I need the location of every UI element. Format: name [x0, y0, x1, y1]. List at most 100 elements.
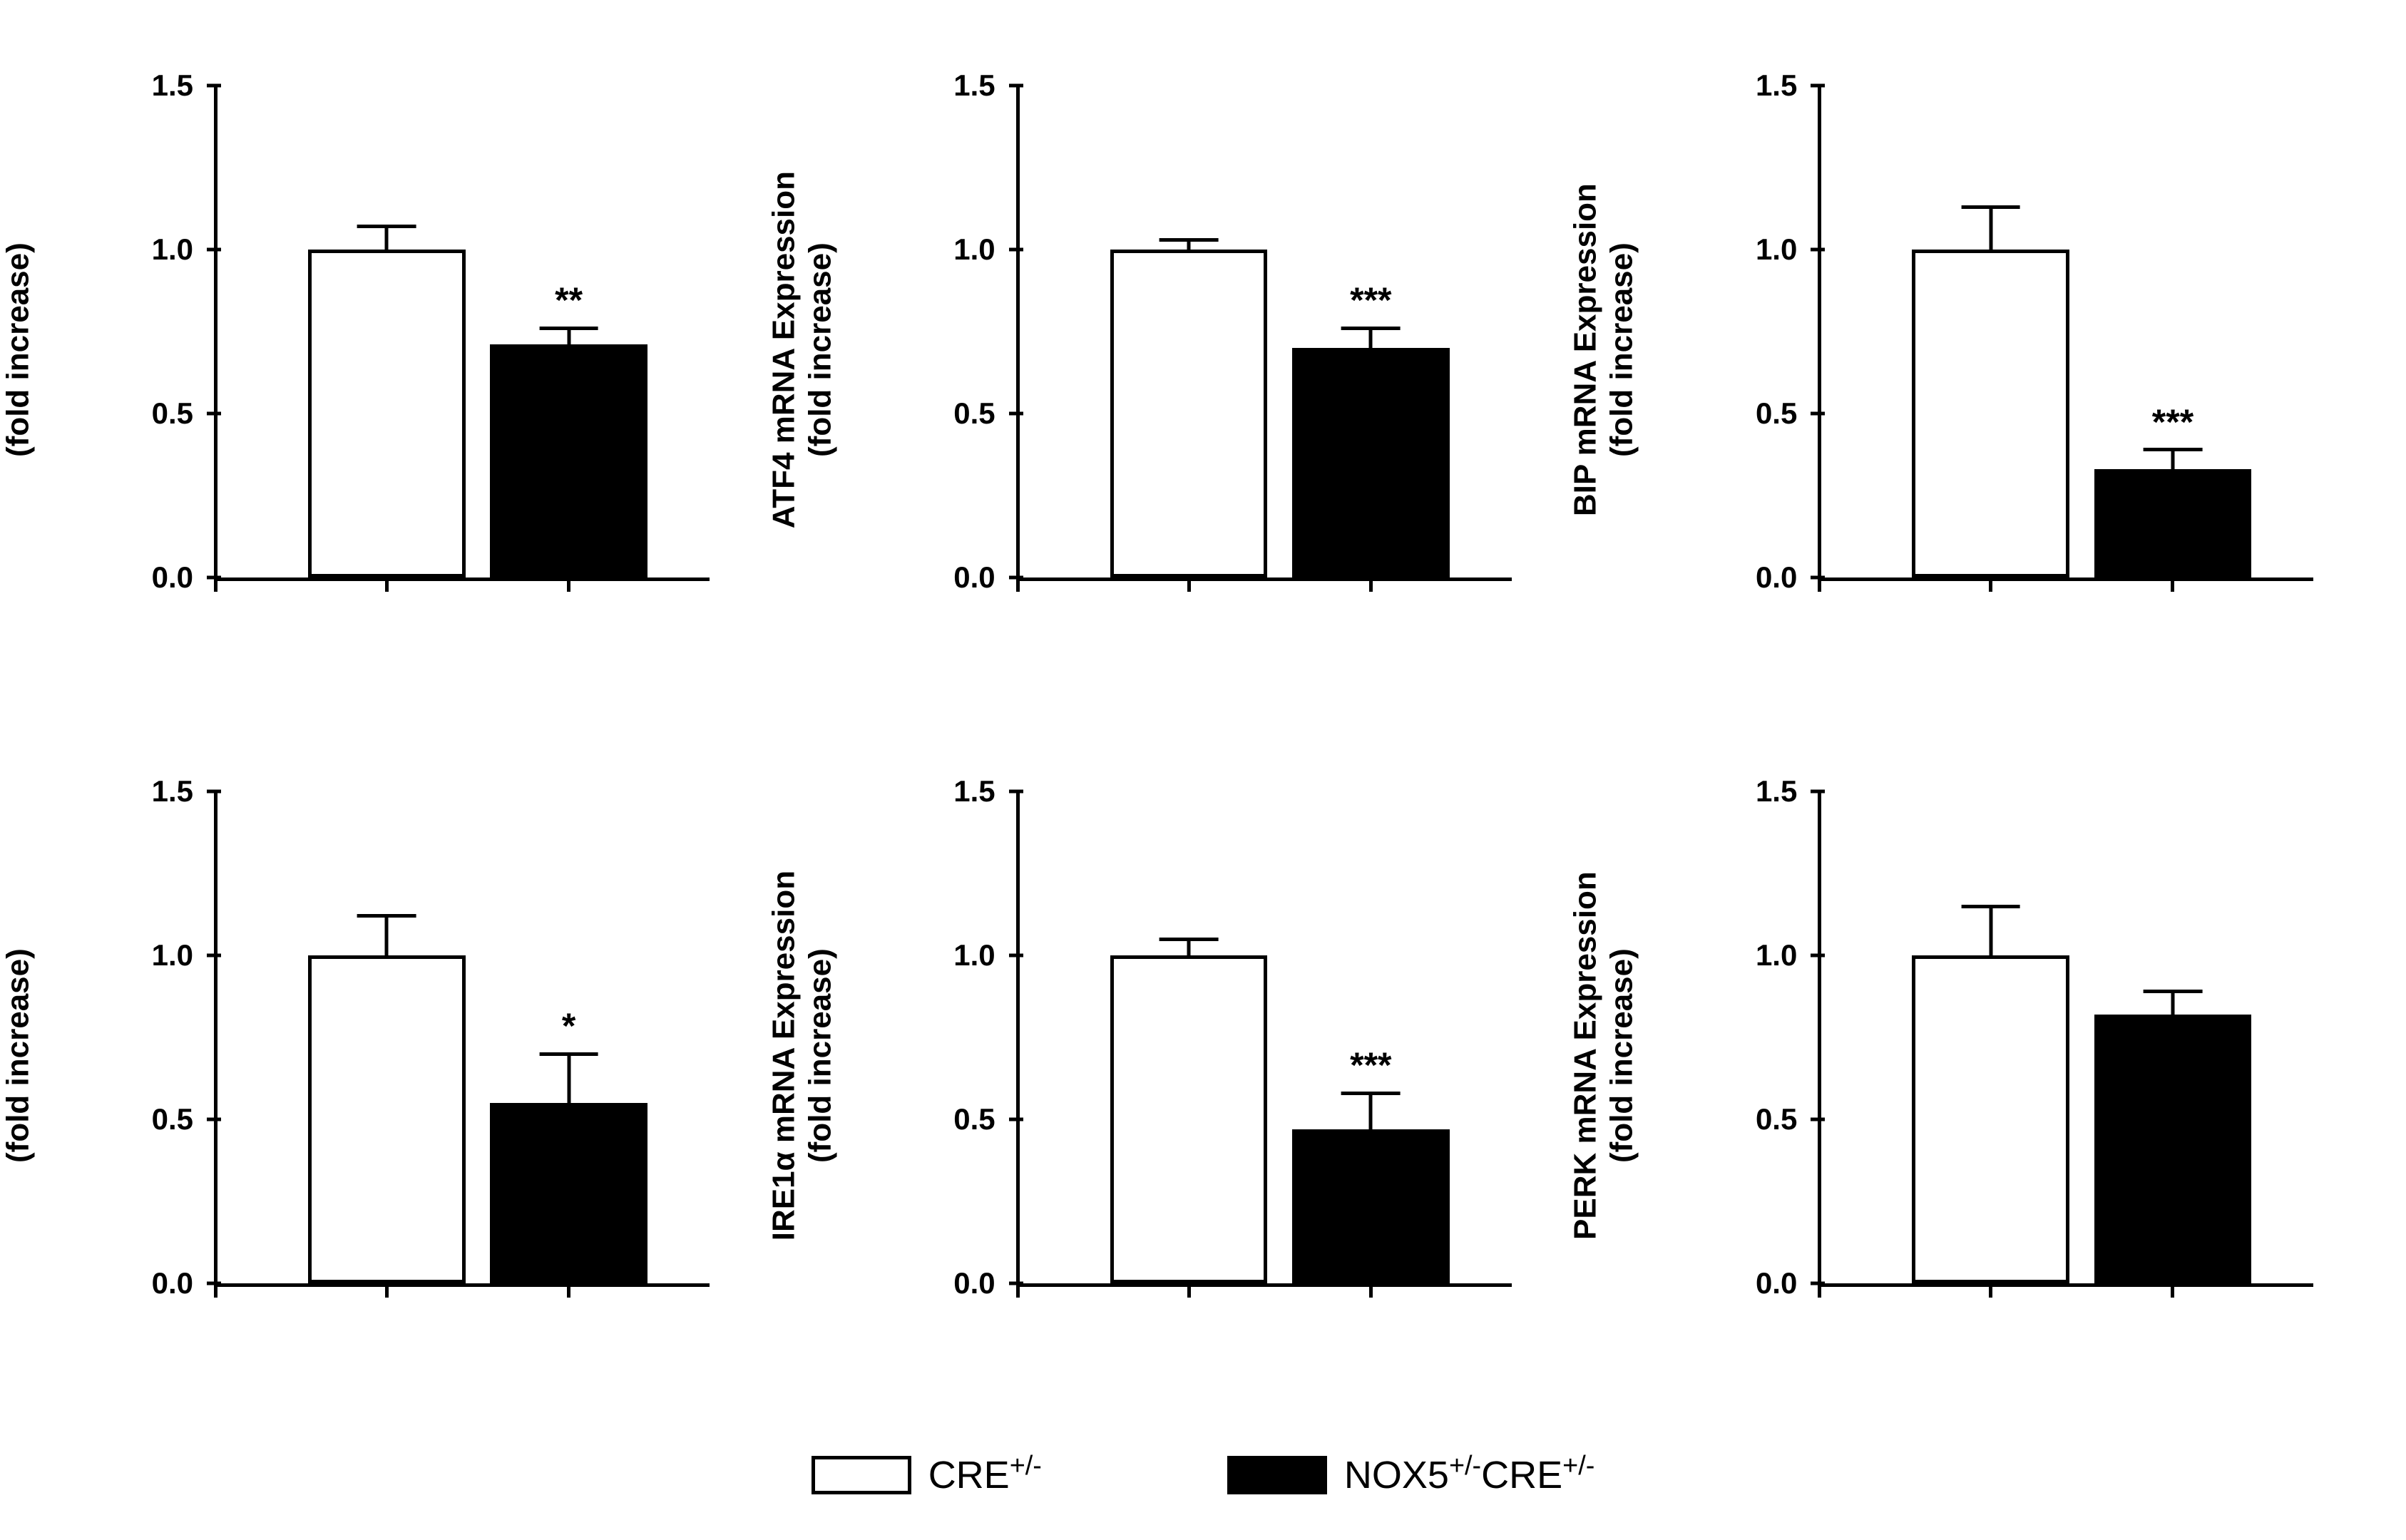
y-tick-mark [1009, 248, 1023, 252]
bar [308, 250, 466, 578]
y-tick-label: 0.5 [152, 1102, 205, 1136]
bar [2094, 469, 2252, 578]
x-tick-mark [2171, 578, 2174, 592]
y-axis-label-line2: (fold increase) [1604, 806, 1640, 1305]
error-bar-cap [539, 327, 598, 330]
y-axis-label: IRE1α mRNA Expression(fold increase) [766, 806, 838, 1305]
y-tick-label: 0.0 [1756, 560, 1808, 595]
y-tick-mark [1009, 954, 1023, 958]
y-axis-label-line2: (fold increase) [0, 806, 36, 1305]
x-tick-mark [1187, 1283, 1191, 1298]
chart-panel: 0.00.51.01.5***BIP mRNA Expression(fold … [1604, 57, 2406, 677]
y-tick-mark [1811, 1118, 1825, 1121]
y-tick-label: 0.0 [953, 560, 1006, 595]
y-tick-label: 0.5 [1756, 1102, 1808, 1136]
bar [1110, 955, 1268, 1283]
error-bar-cap [1341, 1092, 1401, 1095]
y-tick-label: 1.0 [1756, 938, 1808, 972]
bar [490, 1103, 647, 1283]
y-tick-mark [207, 1118, 221, 1121]
y-axis-label-line1: ATF4 mRNA Expression [766, 101, 802, 600]
y-tick-mark [1811, 412, 1825, 416]
y-tick-label: 0.5 [152, 396, 205, 431]
bar [490, 344, 647, 578]
legend-swatch [1227, 1456, 1327, 1494]
plot-area: 0.00.51.01.5*** [1818, 86, 2313, 581]
y-tick: 0.5 [953, 396, 1019, 431]
chart-panel: 0.00.51.01.5** ATF6 mRNA Expression(fold … [0, 57, 802, 677]
legend-item: CRE+/- [812, 1453, 1042, 1497]
y-axis-label-line1: BIP mRNA Expression [1568, 101, 1604, 600]
legend-label: CRE+/- [928, 1453, 1042, 1497]
x-tick-mark [214, 578, 217, 592]
error-bar-line [385, 227, 389, 250]
x-tick-mark [1989, 578, 1992, 592]
y-tick-mark [1811, 248, 1825, 252]
y-tick-label: 0.5 [1756, 396, 1808, 431]
significance-marker: *** [2152, 404, 2193, 440]
y-tick-label: 1.0 [152, 232, 205, 267]
x-tick-mark [214, 1283, 217, 1298]
x-tick-mark [1016, 1283, 1020, 1298]
y-tick-label: 1.5 [152, 774, 205, 808]
y-tick-label: 1.5 [953, 68, 1006, 103]
y-axis-label: ATF6 mRNA Expression(fold increase) [0, 101, 36, 600]
error-bar-cap [2144, 990, 2203, 993]
y-tick-label: 1.0 [152, 938, 205, 972]
y-tick: 0.5 [953, 1102, 1019, 1136]
plot-area: 0.00.51.01.5** [214, 86, 710, 581]
x-tick-mark [1187, 578, 1191, 592]
x-tick-mark [1818, 578, 1821, 592]
plot-area: 0.00.51.01.5*** [1016, 791, 1512, 1287]
y-tick-mark [1811, 954, 1825, 958]
y-tick-label: 1.5 [1756, 774, 1808, 808]
x-tick-mark [1818, 1283, 1821, 1298]
y-tick: 1.0 [152, 938, 217, 972]
bar [1292, 1129, 1450, 1283]
error-bar-line [385, 916, 389, 955]
bar [308, 955, 466, 1283]
y-tick-label: 1.0 [953, 232, 1006, 267]
significance-marker: *** [1350, 1047, 1391, 1083]
y-tick-label: 1.5 [152, 68, 205, 103]
bar [1292, 348, 1450, 578]
y-axis-label-line2: (fold increase) [802, 101, 839, 600]
error-bar-line [1187, 939, 1191, 955]
error-bar-line [1369, 328, 1373, 348]
y-tick-mark [207, 84, 221, 88]
y-tick-mark [1009, 412, 1023, 416]
y-axis-label-line1: IRE1α mRNA Expression [766, 806, 802, 1305]
y-tick-label: 0.0 [953, 1266, 1006, 1300]
plot-area: 0.00.51.01.5 [1818, 791, 2313, 1287]
figure-root: 0.00.51.01.5** ATF6 mRNA Expression(fold … [0, 0, 2406, 1540]
y-axis-label: CHOP mRNA Expression(fold increase) [0, 806, 36, 1305]
chart-panel: 0.00.51.01.5PERK mRNA Expression(fold in… [1604, 763, 2406, 1383]
y-tick-mark [1009, 1118, 1023, 1121]
bar [1110, 250, 1268, 578]
y-tick: 1.5 [1756, 68, 1821, 103]
y-tick: 1.5 [152, 774, 217, 808]
y-tick-label: 0.0 [152, 560, 205, 595]
y-tick: 1.5 [953, 68, 1019, 103]
y-tick: 0.5 [1756, 396, 1821, 431]
x-tick-mark [1989, 1283, 1992, 1298]
error-bar-line [567, 1054, 570, 1103]
y-tick: 0.5 [152, 1102, 217, 1136]
y-tick: 1.5 [152, 68, 217, 103]
error-bar-cap [1160, 238, 1219, 242]
x-tick-mark [385, 578, 389, 592]
x-tick-mark [1369, 1283, 1373, 1298]
y-tick: 0.5 [1756, 1102, 1821, 1136]
y-tick-label: 1.0 [953, 938, 1006, 972]
error-bar-line [2171, 450, 2174, 470]
x-tick-mark [567, 578, 570, 592]
y-tick-mark [1811, 84, 1825, 88]
error-bar-line [1989, 906, 1992, 955]
y-tick-mark [207, 790, 221, 794]
bar [2094, 1015, 2252, 1283]
y-tick-label: 0.0 [1756, 1266, 1808, 1300]
y-tick-label: 1.0 [1756, 232, 1808, 267]
error-bar-cap [357, 225, 416, 228]
significance-marker: *** [1350, 282, 1391, 318]
legend-item: NOX5+/-CRE+/- [1227, 1453, 1594, 1497]
